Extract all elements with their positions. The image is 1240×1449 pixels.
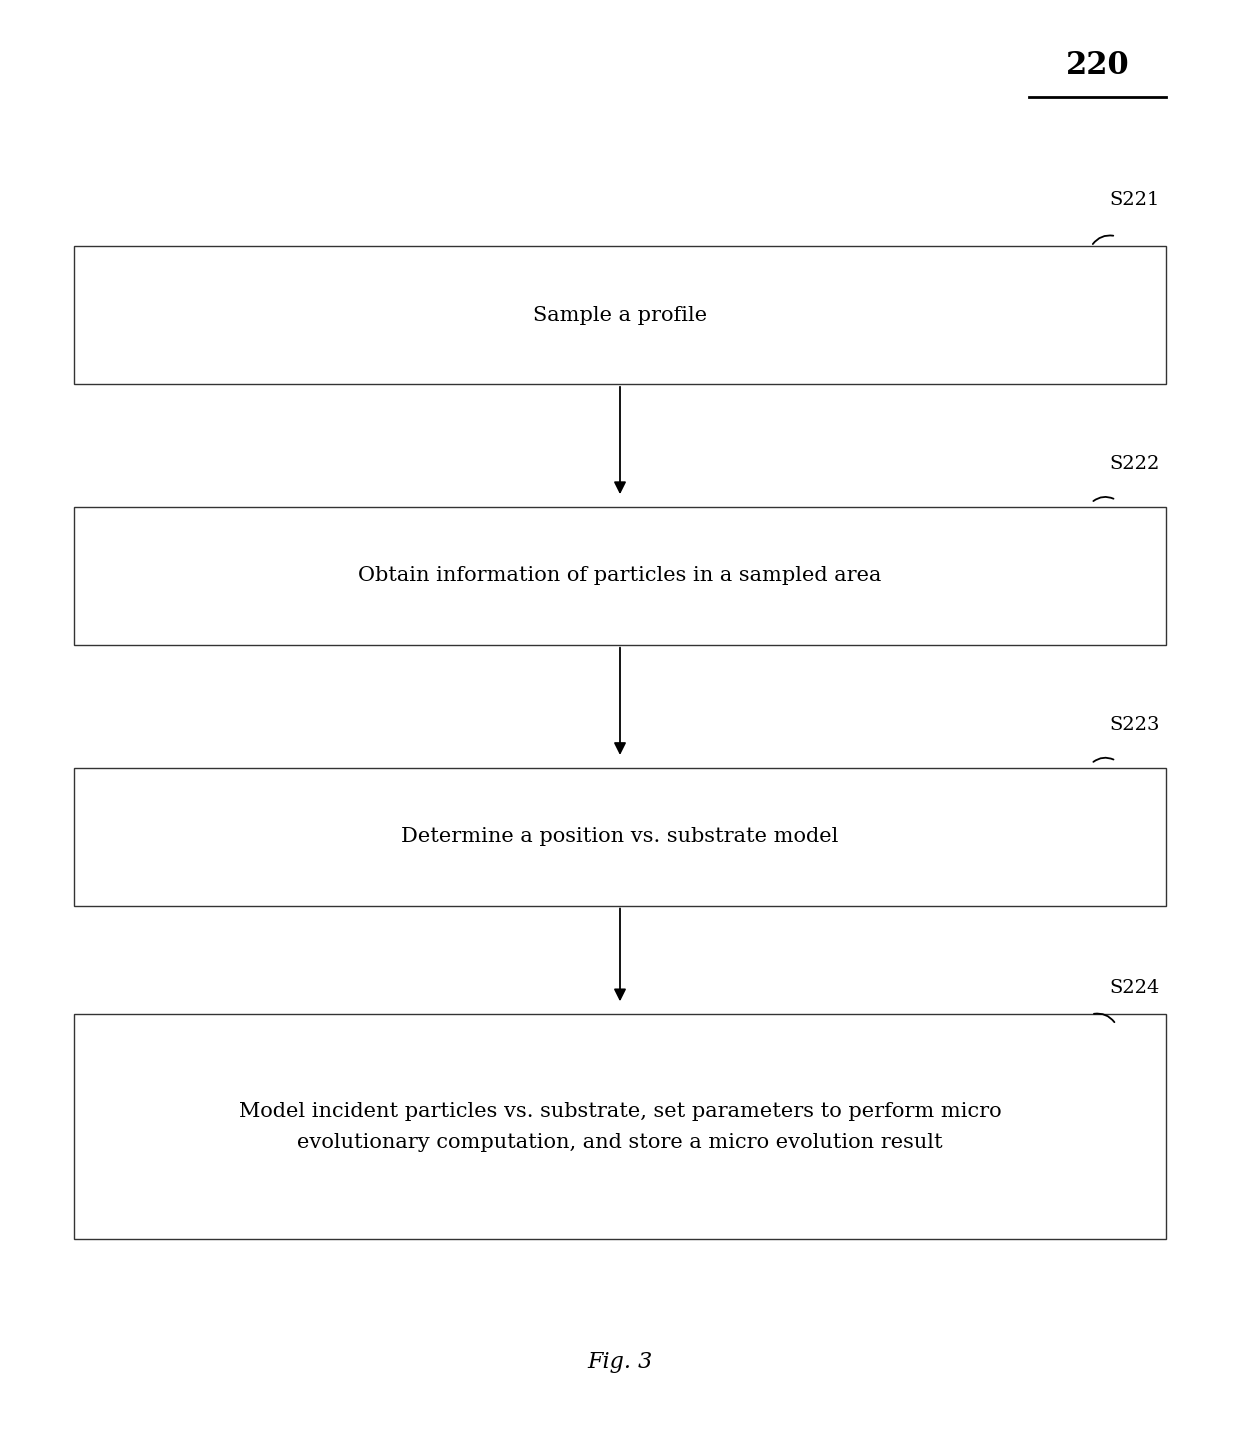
Text: Sample a profile: Sample a profile bbox=[533, 306, 707, 325]
Text: Obtain information of particles in a sampled area: Obtain information of particles in a sam… bbox=[358, 567, 882, 585]
FancyBboxPatch shape bbox=[74, 246, 1166, 384]
Text: S221: S221 bbox=[1110, 191, 1161, 209]
Text: Fig. 3: Fig. 3 bbox=[588, 1350, 652, 1374]
Text: Model incident particles vs. substrate, set parameters to perform micro
evolutio: Model incident particles vs. substrate, … bbox=[238, 1101, 1002, 1152]
Text: Determine a position vs. substrate model: Determine a position vs. substrate model bbox=[402, 827, 838, 846]
Text: S223: S223 bbox=[1110, 716, 1161, 733]
Text: 220: 220 bbox=[1065, 49, 1130, 81]
FancyBboxPatch shape bbox=[74, 507, 1166, 645]
Text: S222: S222 bbox=[1110, 455, 1161, 472]
Text: S224: S224 bbox=[1110, 980, 1161, 997]
FancyBboxPatch shape bbox=[74, 768, 1166, 906]
FancyBboxPatch shape bbox=[74, 1014, 1166, 1239]
